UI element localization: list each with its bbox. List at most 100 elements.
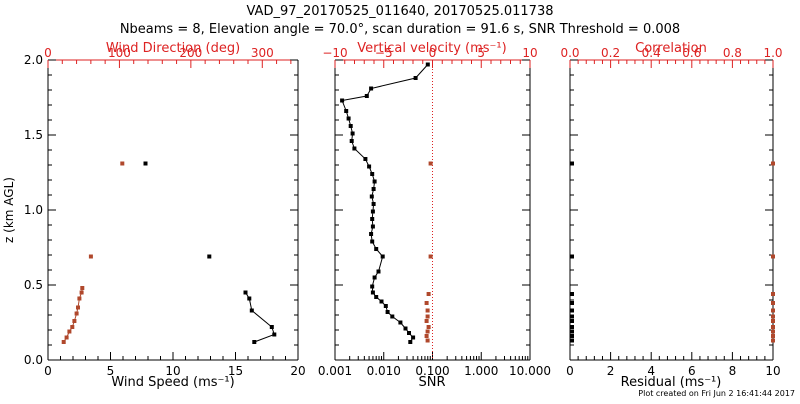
data-point — [369, 194, 374, 199]
data-point — [371, 187, 376, 191]
data-point — [408, 340, 413, 344]
data-point — [247, 296, 252, 301]
top-tick-label: 100 — [108, 46, 131, 60]
x-tick-label: 5 — [107, 364, 115, 378]
top-tick-label: 0.8 — [723, 46, 742, 60]
data-point — [390, 314, 395, 319]
panel-residual-xlabel: Residual (ms⁻¹) — [621, 375, 722, 390]
data-point — [570, 292, 574, 296]
data-point — [346, 116, 351, 121]
panel-snr: 0.001 0.010 0.100 1.000 10.000 −10 −5 0 5 10 — [318, 46, 551, 378]
y-tick-label: 2.0 — [24, 53, 43, 67]
data-point — [372, 179, 377, 184]
x-tick-label: 1.000 — [464, 364, 498, 378]
data-point — [570, 308, 574, 313]
data-point — [349, 139, 354, 143]
data-point — [64, 335, 69, 340]
top-tick-label: 0.2 — [601, 46, 620, 60]
panel-snr-xlabel: SNR — [418, 375, 445, 390]
y-tick-label: 0.0 — [24, 353, 43, 367]
x-tick-label: 10.000 — [509, 364, 551, 378]
top-tick-label: 0.6 — [682, 46, 701, 60]
data-point — [367, 164, 372, 169]
y-tick-label: 1.5 — [24, 128, 43, 142]
data-point — [76, 305, 80, 310]
data-point — [252, 340, 257, 344]
data-point — [67, 329, 72, 334]
data-point — [369, 86, 374, 91]
data-point — [407, 331, 411, 335]
x-tick-label: 20 — [290, 364, 305, 378]
data-point — [348, 124, 353, 128]
series-line — [341, 64, 429, 343]
data-point — [364, 94, 369, 98]
data-point — [570, 325, 574, 329]
data-point — [370, 239, 375, 244]
x-tick-label: 0 — [566, 364, 574, 378]
data-point — [363, 157, 368, 161]
data-point — [398, 320, 403, 325]
top-tick-label: 0 — [44, 46, 52, 60]
panel-wind: 0.00.51.01.52.00 5 10 15 200 100 200 300 — [24, 46, 306, 378]
data-point — [61, 340, 66, 344]
data-point — [370, 209, 375, 214]
data-point — [570, 314, 574, 319]
top-tick-label: −10 — [322, 46, 347, 60]
data-point — [72, 319, 77, 323]
title-line-1: VAD_97_20170525_011640, 20170525.011738 — [247, 4, 554, 19]
x-tick-label: 8 — [729, 364, 737, 378]
series-line — [63, 287, 83, 343]
data-point — [350, 131, 355, 136]
x-tick-label: 2 — [607, 364, 615, 378]
data-point — [380, 254, 385, 259]
data-point — [413, 76, 418, 80]
data-point — [771, 161, 775, 166]
panel-wind-xlabel: Wind Speed (ms⁻¹) — [111, 375, 234, 390]
data-point — [771, 254, 775, 259]
data-point — [425, 62, 430, 67]
y-tick-label: 1.0 — [24, 203, 43, 217]
x-tick-label: 0.100 — [415, 364, 449, 378]
panel-wind-top-label: Wind Direction (deg) — [106, 41, 240, 56]
data-point — [374, 295, 379, 299]
x-tick-label: 6 — [688, 364, 696, 378]
panel-residual-top-label: Correlation — [635, 41, 707, 56]
data-point — [80, 286, 85, 290]
data-point — [371, 202, 376, 206]
data-point — [570, 319, 574, 323]
data-point — [424, 334, 429, 338]
panel-residual: 0 2 4 6 8 10 0.0 0.2 0.4 0.6 0.8 1.0 — [560, 46, 782, 378]
data-point — [570, 254, 574, 259]
data-point — [425, 308, 430, 313]
data-point — [77, 296, 82, 301]
data-point — [120, 161, 125, 166]
top-tick-label: 0.4 — [642, 46, 661, 60]
data-point — [369, 232, 374, 236]
data-point — [771, 301, 775, 305]
data-point — [207, 254, 212, 259]
y-tick-label: 0.5 — [24, 278, 43, 292]
data-point — [403, 326, 408, 331]
x-tick-label: 0.010 — [367, 364, 401, 378]
data-point — [411, 335, 416, 340]
data-point — [74, 311, 79, 316]
data-point — [379, 299, 384, 304]
x-tick-label: 10 — [165, 364, 180, 378]
data-point — [376, 269, 381, 274]
footer-timestamp: Plot created on Fri Jun 2 16:41:44 2017 — [638, 389, 795, 398]
data-point — [771, 338, 775, 343]
data-point — [771, 329, 775, 334]
data-point — [771, 314, 775, 319]
top-tick-label: −5 — [375, 46, 393, 60]
data-point — [570, 301, 574, 305]
data-point — [370, 290, 375, 295]
data-point — [370, 284, 375, 289]
top-tick-label: 300 — [251, 46, 274, 60]
data-point — [425, 329, 430, 334]
data-point — [428, 161, 433, 166]
panel-snr-top-label: Vertical velocity (ms⁻¹) — [357, 41, 506, 56]
data-point — [374, 247, 379, 251]
data-point — [570, 338, 574, 343]
